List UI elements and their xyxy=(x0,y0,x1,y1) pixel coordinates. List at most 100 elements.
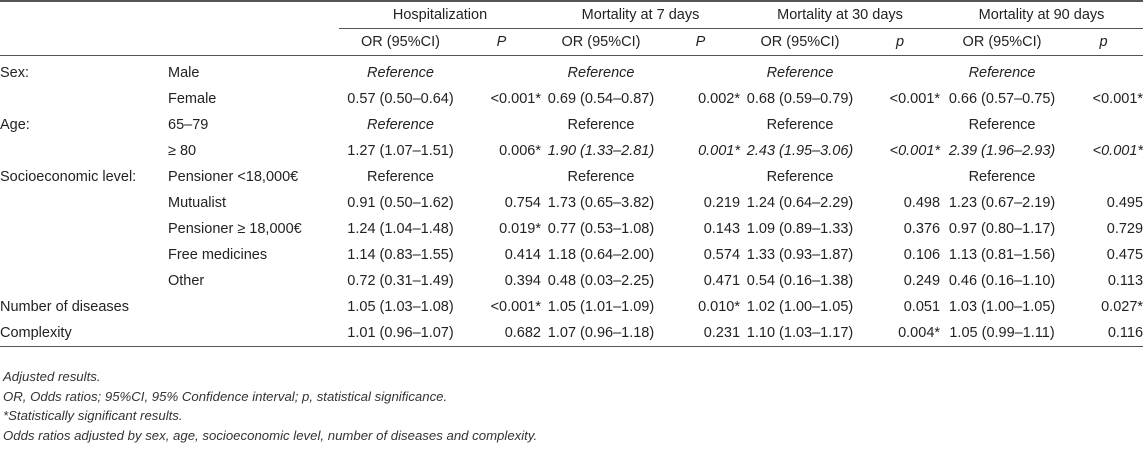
or-cell: Reference xyxy=(968,65,1036,81)
p-cell: <0.001* xyxy=(490,91,541,107)
p-cell: 0.414 xyxy=(504,247,541,263)
row-sublabel: Male xyxy=(168,65,200,81)
table-row: Pensioner ≥ 18,000€ 1.24 (1.04–1.48) 0.0… xyxy=(0,216,1143,242)
p-cell: 0.006* xyxy=(499,143,541,159)
p-cell: 0.376 xyxy=(903,221,941,237)
p-cell: 0.143 xyxy=(703,221,741,237)
p-cell xyxy=(1064,164,1143,190)
or-cell: Reference xyxy=(766,65,834,81)
row-label xyxy=(0,268,168,294)
p-cell: <0.001* xyxy=(1092,91,1143,107)
or-cell: Reference xyxy=(567,65,635,81)
p-cell: 0.682 xyxy=(504,325,541,341)
or-cell: 1.09 (0.89–1.33) xyxy=(746,221,854,237)
or-cell: 0.57 (0.50–0.64) xyxy=(347,91,454,107)
p-cell xyxy=(462,56,541,87)
or-cell: 0.54 (0.16–1.38) xyxy=(746,273,854,289)
or-cell: 1.90 (1.33–2.81) xyxy=(547,143,655,159)
table-row: Other 0.72 (0.31–1.49) 0.394 0.48 (0.03–… xyxy=(0,268,1143,294)
or-cell: Reference xyxy=(567,117,635,133)
p-cell: 0.027* xyxy=(1101,299,1143,315)
or-cell: Reference xyxy=(567,169,635,185)
p-cell xyxy=(462,164,541,190)
footnote: OR, Odds ratios; 95%CI, 95% Confidence i… xyxy=(3,388,448,404)
table-row: Female 0.57 (0.50–0.64) <0.001* 0.69 (0.… xyxy=(0,86,1143,112)
row-label xyxy=(0,86,168,112)
p-cell xyxy=(860,164,940,190)
or-cell: 1.07 (0.96–1.18) xyxy=(547,325,655,341)
row-sublabel xyxy=(168,294,339,320)
row-label: Socioeconomic level: xyxy=(0,169,137,185)
header-sub-row: OR (95%CI) P OR (95%CI) P OR (95%CI) p O… xyxy=(0,29,1143,56)
or-cell: Reference xyxy=(367,65,434,81)
table-footnotes: Adjusted results. OR, Odds ratios; 95%CI… xyxy=(3,367,537,445)
or-header: OR (95%CI) xyxy=(561,34,641,50)
row-label: Complexity xyxy=(0,325,72,341)
or-cell: 0.48 (0.03–2.25) xyxy=(547,273,655,289)
p-cell: 0.116 xyxy=(1107,325,1143,341)
or-cell: 1.05 (1.01–1.09) xyxy=(547,299,655,315)
or-cell: Reference xyxy=(968,117,1036,133)
p-cell xyxy=(661,112,740,138)
row-sublabel xyxy=(168,320,339,347)
table-row: Mutualist 0.91 (0.50–1.62) 0.754 1.73 (0… xyxy=(0,190,1143,216)
or-cell: 2.43 (1.95–3.06) xyxy=(746,143,854,159)
p-cell xyxy=(661,56,740,87)
or-cell: 1.05 (1.03–1.08) xyxy=(347,299,454,315)
p-cell: <0.001* xyxy=(1092,143,1143,159)
or-cell: 0.46 (0.16–1.10) xyxy=(948,273,1056,289)
or-cell: 0.77 (0.53–1.08) xyxy=(547,221,655,237)
or-cell: 0.66 (0.57–0.75) xyxy=(948,91,1056,107)
p-header: P xyxy=(496,34,507,50)
p-cell: 0.495 xyxy=(1106,195,1143,211)
or-header: OR (95%CI) xyxy=(962,34,1042,50)
or-cell: 1.05 (0.99–1.11) xyxy=(949,325,1055,341)
or-cell: 0.69 (0.54–0.87) xyxy=(547,91,655,107)
row-sublabel: Pensioner ≥ 18,000€ xyxy=(168,221,302,237)
or-cell: Reference xyxy=(367,117,434,133)
p-header: p xyxy=(895,34,905,50)
or-cell: 1.03 (1.00–1.05) xyxy=(948,299,1056,315)
footnote: Odds ratios adjusted by sex, age, socioe… xyxy=(3,427,538,443)
p-cell: 0.001* xyxy=(698,143,741,159)
or-cell: 1.24 (1.04–1.48) xyxy=(347,221,454,237)
or-cell: 0.68 (0.59–0.79) xyxy=(746,91,854,107)
p-cell: 0.019* xyxy=(499,221,541,237)
p-cell: 0.574 xyxy=(703,247,741,263)
row-sublabel: Mutualist xyxy=(168,195,227,211)
p-cell: <0.001* xyxy=(490,299,541,315)
or-cell: 2.39 (1.96–2.93) xyxy=(948,143,1056,159)
table-row: ≥ 80 1.27 (1.07–1.51) 0.006* 1.90 (1.33–… xyxy=(0,138,1143,164)
or-header: OR (95%CI) xyxy=(760,34,840,50)
or-cell: Reference xyxy=(968,169,1036,185)
row-sublabel: ≥ 80 xyxy=(168,143,197,159)
p-cell: <0.001* xyxy=(889,143,941,159)
or-cell: 1.10 (1.03–1.17) xyxy=(746,325,854,341)
or-cell: Reference xyxy=(367,169,434,185)
footnote: *Statistically significant results. xyxy=(3,408,183,423)
row-label xyxy=(0,138,168,164)
row-sublabel: Pensioner <18,000€ xyxy=(168,169,299,185)
row-sublabel: Female xyxy=(168,91,217,107)
row-sublabel: Free medicines xyxy=(168,247,268,263)
p-cell: 0.051 xyxy=(903,299,941,315)
p-cell: 0.394 xyxy=(504,273,541,289)
header-group-row: Hospitalization Mortality at 7 days Mort… xyxy=(0,1,1143,29)
row-label: Number of diseases xyxy=(0,299,129,315)
row-label: Age: xyxy=(0,117,30,133)
or-cell: 1.24 (0.64–2.29) xyxy=(746,195,854,211)
table-row: Socioeconomic level: Pensioner <18,000€ … xyxy=(0,164,1143,190)
p-cell: 0.004* xyxy=(898,325,941,341)
group-header-mortality-7: Mortality at 7 days xyxy=(541,1,741,29)
p-cell: 0.498 xyxy=(903,195,941,211)
p-cell: 0.249 xyxy=(903,273,941,289)
p-header: p xyxy=(1099,34,1108,50)
p-header: P xyxy=(695,34,706,50)
or-cell: 1.14 (0.83–1.55) xyxy=(347,247,454,263)
or-cell: 0.97 (0.80–1.17) xyxy=(948,221,1056,237)
p-cell: <0.001* xyxy=(889,91,941,107)
p-cell xyxy=(860,112,940,138)
or-cell: 1.01 (0.96–1.07) xyxy=(347,325,454,341)
or-cell: 1.13 (0.81–1.56) xyxy=(948,247,1056,263)
p-cell: 0.231 xyxy=(703,325,741,341)
